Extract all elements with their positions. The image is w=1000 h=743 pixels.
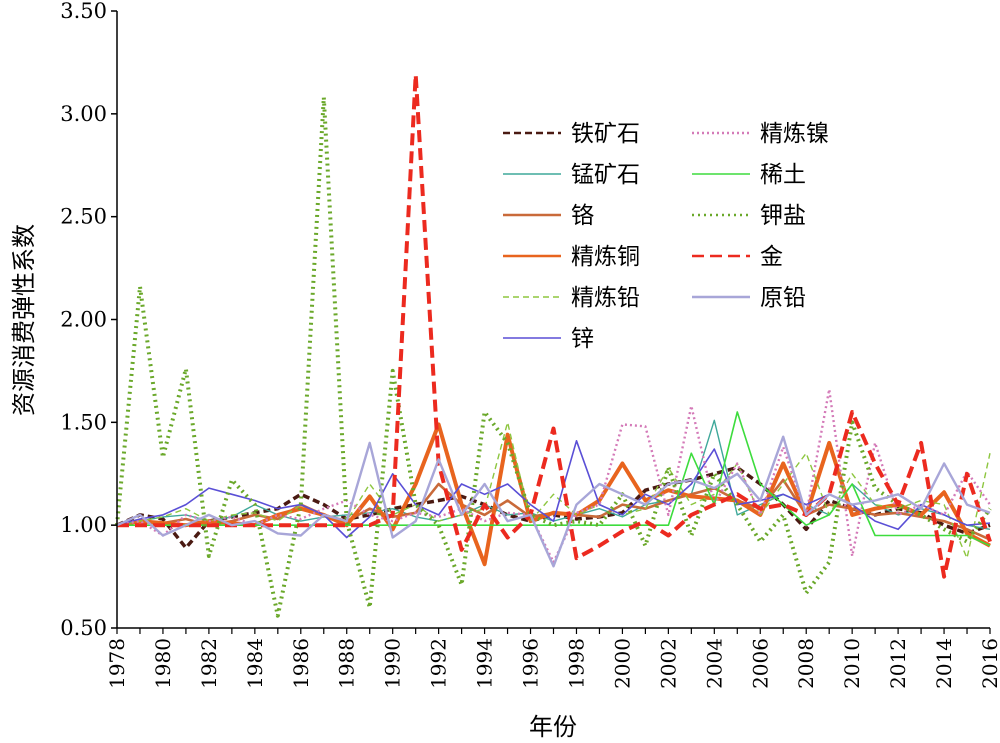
- legend-label: 精炼镍: [760, 121, 829, 147]
- legend-label: 锌: [571, 326, 594, 352]
- x-tick-label: 2010: [840, 638, 864, 689]
- x-tick-label: 2006: [748, 638, 772, 689]
- legend-label: 钾盐: [760, 203, 806, 229]
- series-line: [116, 388, 991, 564]
- x-tick-label: 1982: [197, 638, 221, 689]
- y-tick-label: 0.50: [60, 616, 107, 640]
- x-tick-label: 1998: [564, 638, 588, 689]
- legend-label: 原铅: [760, 285, 806, 311]
- x-tick-label: 2002: [656, 638, 680, 689]
- y-tick-label: 2.50: [60, 205, 107, 229]
- legend-label: 锰矿石: [571, 162, 640, 188]
- y-tick-label: 3.00: [60, 102, 107, 126]
- x-tick-label: 2008: [794, 638, 818, 689]
- y-tick-label: 3.50: [60, 0, 107, 23]
- x-tick-label: 1978: [105, 638, 129, 689]
- x-tick-label: 1980: [151, 638, 175, 689]
- x-tick-label: 2000: [610, 638, 634, 689]
- x-tick-label: 1992: [427, 638, 451, 689]
- x-tick-label: 1988: [335, 638, 359, 689]
- x-tick-label: 2004: [702, 638, 726, 689]
- x-axis-ticks: 1978 1980 1982 1984 1986 1988 1990 1992 1994 1996…: [105, 628, 1000, 689]
- x-tick-label: 1984: [243, 638, 267, 689]
- legend-label: 精炼铜: [571, 244, 640, 270]
- legend-label: 铬: [571, 203, 594, 229]
- x-tick-label: 1996: [519, 638, 543, 689]
- series-line: [116, 435, 991, 568]
- series-line: [116, 421, 991, 559]
- y-tick-label: 2.00: [60, 308, 107, 332]
- x-tick-label: 1990: [381, 638, 405, 689]
- x-tick-label: 1986: [289, 638, 313, 689]
- legend-label: 精炼铅: [571, 285, 640, 311]
- x-axis-title: 年份: [529, 713, 577, 741]
- legend-label: 稀土: [760, 162, 806, 188]
- legend-label: 金: [760, 244, 783, 270]
- y-tick-label: 1.50: [60, 410, 107, 434]
- x-tick-label: 2012: [886, 638, 910, 689]
- plot-lines: [115, 72, 992, 618]
- y-tick-label: 1.00: [60, 513, 107, 537]
- y-axis-ticks: 0.50 1.00 1.50 2.00 2.50 3.00 3.50: [60, 0, 117, 640]
- legend-label: 铁矿石: [571, 121, 640, 147]
- x-tick-label: 1994: [473, 638, 497, 689]
- x-tick-label: 2016: [978, 638, 1000, 689]
- series-line: [115, 95, 992, 618]
- x-tick-label: 2014: [932, 638, 956, 689]
- y-axis-title: 资源消费弹性系数: [10, 224, 38, 416]
